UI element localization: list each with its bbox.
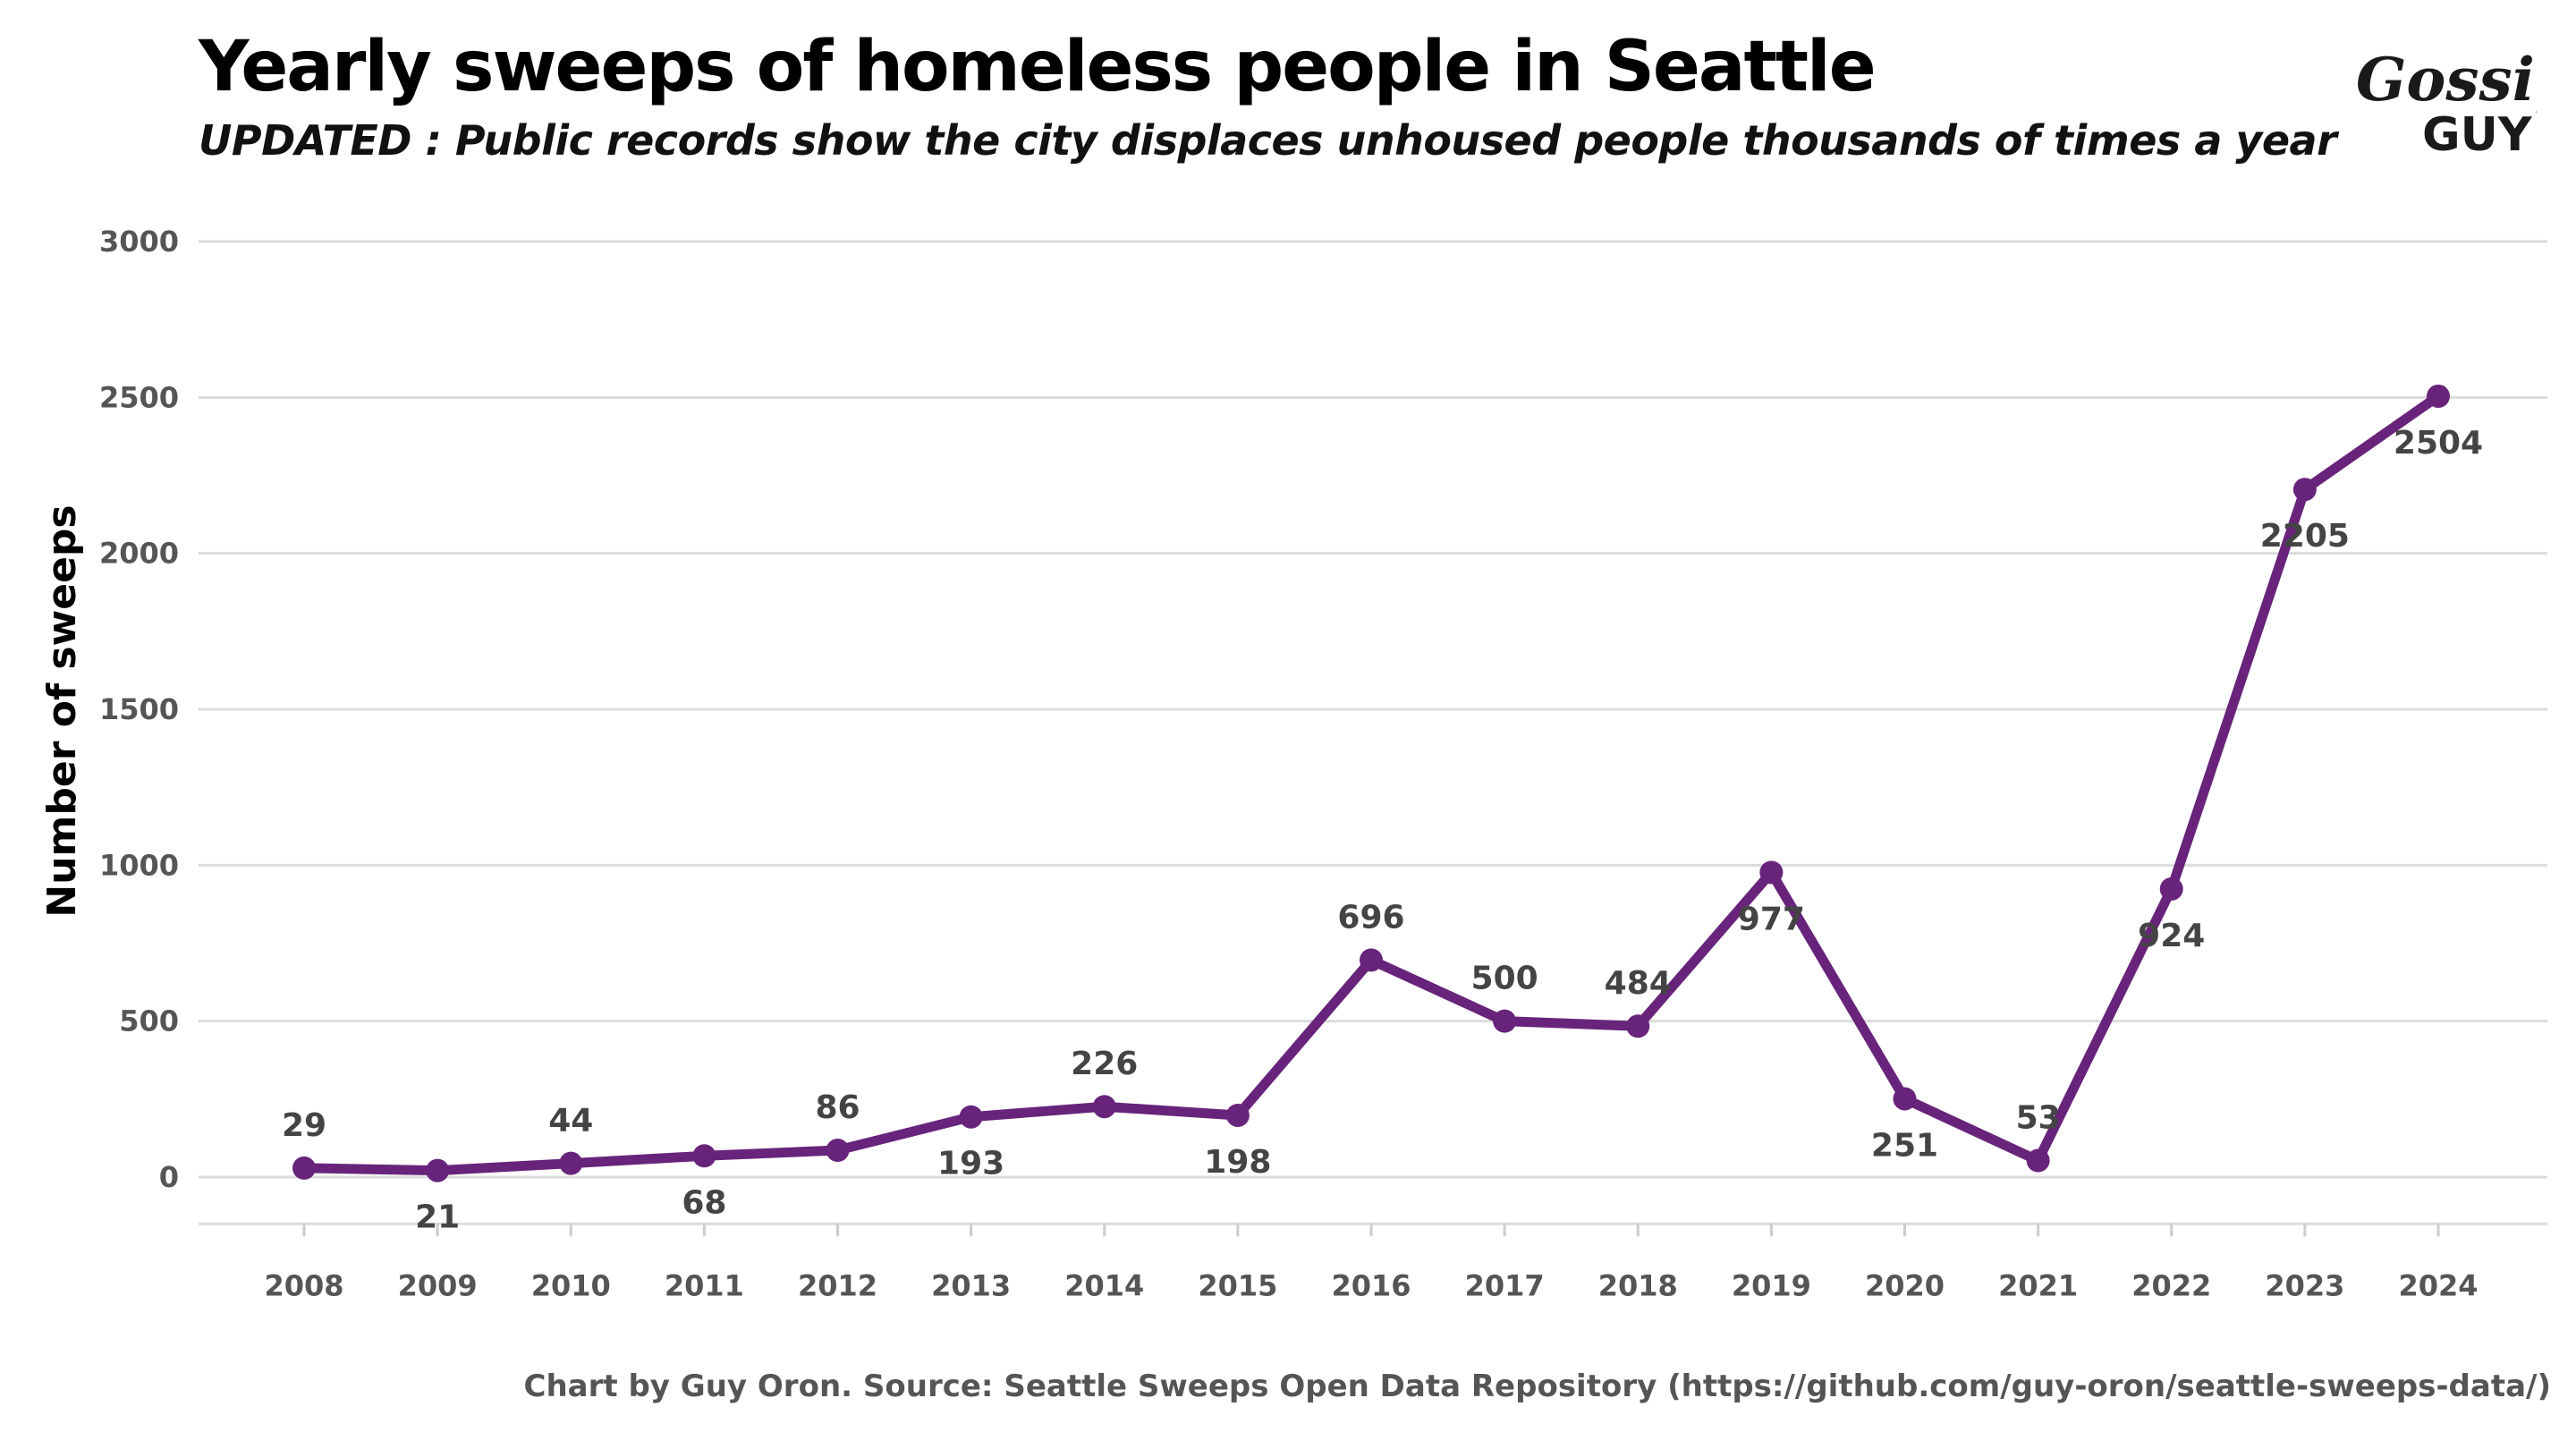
series-line [299,391,2444,1176]
data-label: 484 [1605,965,1672,1002]
data-label: 696 [1337,899,1404,936]
data-label: 29 [282,1107,326,1144]
data-point [1626,1014,1650,1038]
gridlines [199,240,2547,1225]
y-tick-label: 500 [119,1004,179,1038]
y-tick-label: 3000 [99,225,179,258]
data-point [1225,1103,1250,1127]
logo-line1: Gossip [2356,45,2537,114]
data-point [1493,1009,1517,1033]
data-point [559,1151,583,1175]
data-point [1759,860,1784,885]
x-tick-label: 2023 [2265,1268,2344,1302]
data-point [292,1156,316,1180]
y-tick-label: 0 [159,1160,179,1194]
data-point [1360,948,1383,972]
data-point [426,1158,450,1182]
data-label: 68 [682,1184,726,1221]
data-label: 193 [937,1146,1004,1182]
y-tick-label: 2000 [99,537,179,571]
data-point [692,1144,716,1168]
data-point [2292,478,2317,502]
x-tick-label: 2022 [2131,1268,2211,1302]
data-point [1092,1095,1116,1119]
data-label: 251 [1871,1127,1938,1164]
data-point [826,1139,850,1163]
data-label: 924 [2138,918,2205,954]
data-point [2427,384,2450,408]
x-tick-label: 2011 [665,1268,744,1302]
x-tick-label: 2021 [1998,1268,2078,1302]
x-tick-label: 2024 [2398,1268,2478,1302]
data-label: 2504 [2394,425,2483,462]
data-label: 500 [1471,961,1538,997]
data-label: 21 [415,1199,460,1236]
logo-line2: GUY [2422,108,2533,161]
x-tick-label: 2013 [931,1268,1011,1302]
x-tick-label: 2009 [398,1268,478,1302]
data-point [1893,1087,1917,1111]
data-label: 53 [2016,1100,2061,1137]
chart-subtitle: UPDATED : Public records show the city d… [199,116,2337,165]
y-tick-label: 1000 [99,848,179,882]
x-axis-ticks: 2008 2009 2010 2011 2012 2013 2014 2015 2016 2017… [264,1224,2479,1302]
x-tick-label: 2010 [531,1268,611,1302]
data-label: 86 [815,1089,860,1126]
x-tick-label: 2015 [1198,1268,1277,1302]
x-tick-label: 2020 [1865,1268,1945,1302]
y-axis-label: Number of sweeps [39,504,85,917]
series-sweeps [299,391,2444,1176]
data-point [959,1105,983,1129]
y-tick-label: 1500 [99,692,179,726]
data-point [2026,1148,2050,1173]
x-tick-label: 2014 [1064,1268,1144,1302]
data-label: 977 [1738,901,1805,937]
data-labels: 29 21 44 68 86 193 226 198 696 500 484 977 251 53 924 2… [282,425,2483,1236]
data-label: 226 [1071,1046,1138,1082]
x-tick-label: 2017 [1465,1268,1545,1302]
data-label: 44 [548,1103,593,1140]
y-tick-label: 2500 [99,380,179,414]
x-tick-label: 2018 [1598,1268,1678,1302]
x-tick-label: 2019 [1732,1268,1811,1302]
chart-title: Yearly sweeps of homeless people in Seat… [199,27,1877,107]
data-label: 2205 [2260,518,2350,555]
x-tick-label: 2008 [264,1268,343,1302]
y-axis-ticks: 0 500 1000 1500 2000 2500 3000 [99,225,179,1194]
chart-caption: Chart by Guy Oron. Source: Seattle Sweep… [523,1368,2552,1404]
gossip-guy-logo: Gossip GUY [2356,45,2537,161]
x-tick-label: 2016 [1331,1268,1411,1302]
data-points [292,384,2450,1182]
data-label: 198 [1204,1144,1271,1181]
data-point [2159,877,2183,901]
x-tick-label: 2012 [798,1268,877,1302]
